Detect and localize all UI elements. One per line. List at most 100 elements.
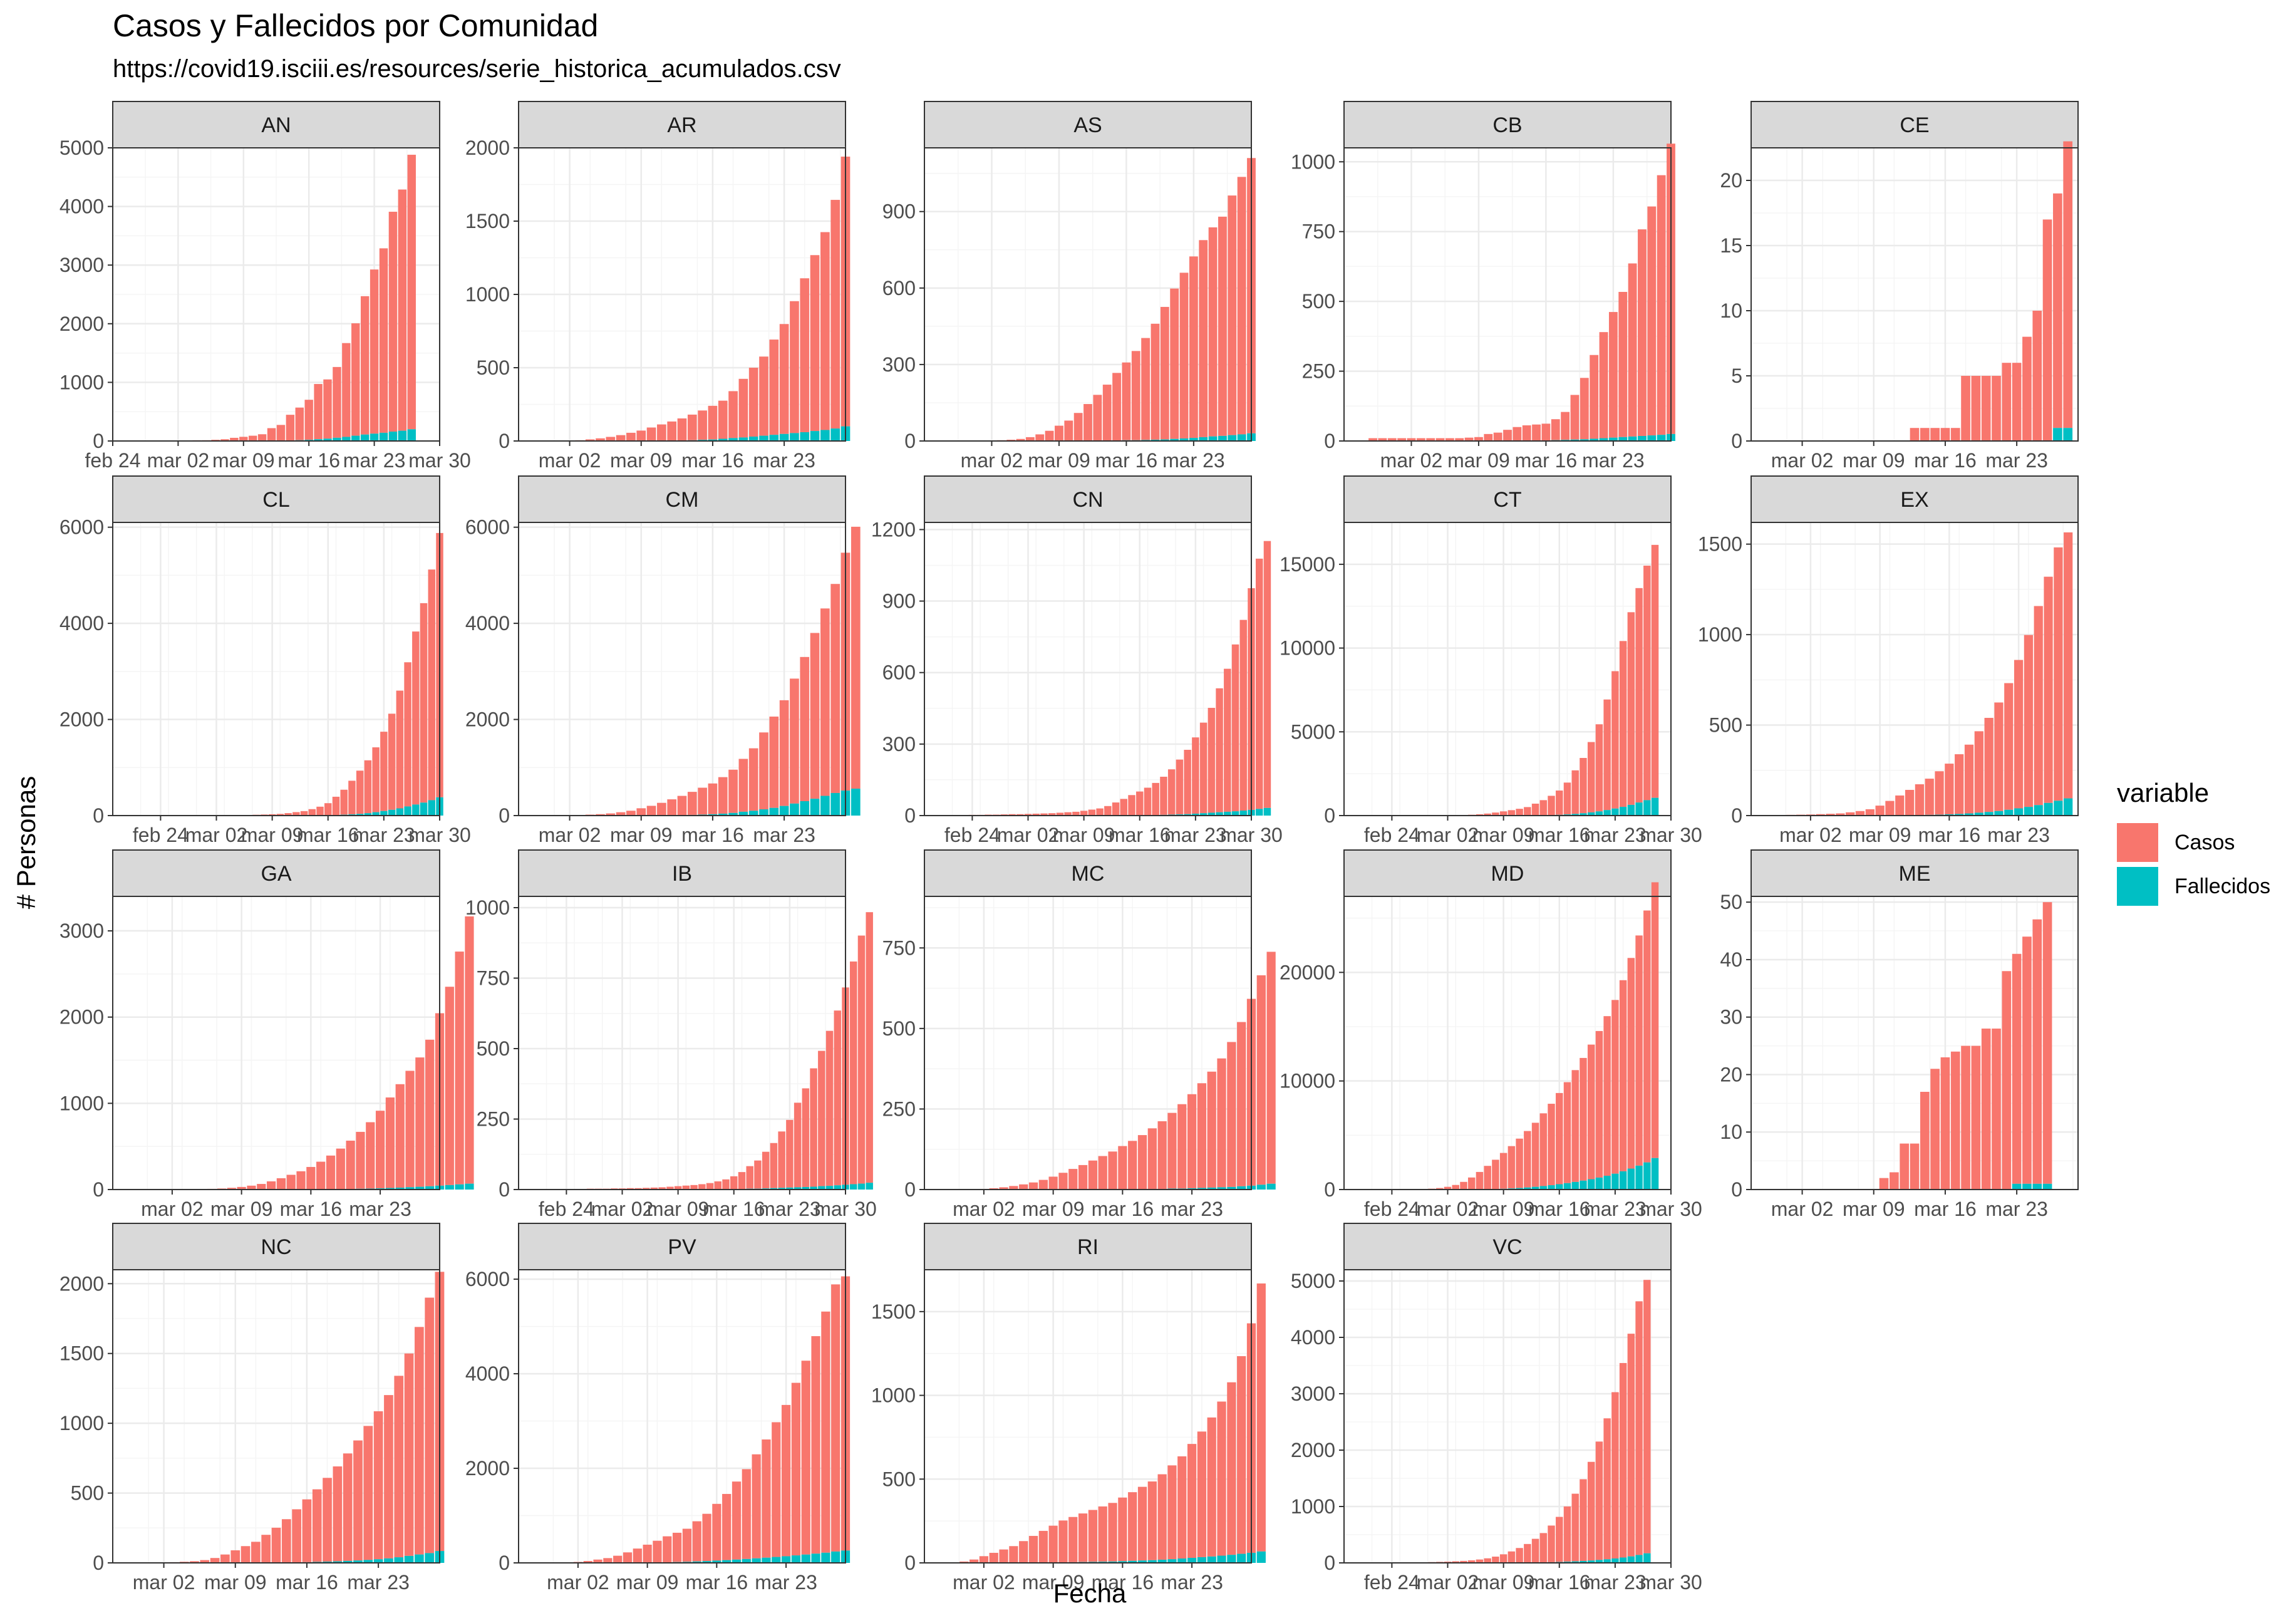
bar-casos [1638, 229, 1647, 436]
bar-casos [1144, 787, 1152, 816]
y-tick-label: 500 [1302, 290, 1335, 313]
bar-casos [2024, 635, 2034, 807]
panel-border [112, 147, 440, 442]
x-tick-label: mar 30 [1640, 1198, 1702, 1220]
bar-casos [1930, 1069, 1940, 1190]
bar-casos [420, 603, 428, 803]
bar-fallecidos [1177, 1558, 1187, 1563]
bar-casos [672, 1532, 682, 1562]
bar-casos [851, 526, 861, 789]
y-tick-label: 3000 [59, 254, 104, 276]
bar-casos [1484, 433, 1493, 441]
bar-fallecidos [1611, 1558, 1619, 1563]
x-tick-label: mar 02 [1417, 1571, 1479, 1594]
bar-casos [1407, 438, 1416, 441]
bar-casos [276, 425, 286, 441]
x-tick-label: mar 09 [1843, 449, 1905, 472]
y-tick-label: 0 [1324, 1552, 1335, 1574]
bar-fallecidos [1599, 438, 1608, 441]
bar-casos [1048, 813, 1056, 816]
y-tick-label: 2000 [59, 1272, 104, 1295]
bar-casos [1974, 731, 1983, 813]
bar-casos [646, 427, 656, 441]
bar-casos [286, 415, 295, 441]
bar-fallecidos [1189, 438, 1198, 441]
facet-strip [924, 1223, 1252, 1270]
bar-casos [759, 356, 768, 436]
bar-casos [825, 1030, 834, 1186]
bar-fallecidos [2044, 802, 2053, 816]
bar-casos [396, 690, 404, 809]
x-tick-label: mar 16 [1528, 824, 1591, 846]
bar-casos [742, 1469, 751, 1559]
bar-casos [1910, 428, 1920, 441]
y-tick-label: 20000 [1280, 961, 1335, 983]
bar-casos [373, 1411, 383, 1560]
bar-casos [769, 716, 779, 808]
y-tick-label: 600 [882, 277, 916, 299]
bar-casos [1035, 434, 1045, 441]
x-tick-label: mar 16 [686, 1571, 748, 1594]
bar-casos [343, 1453, 353, 1561]
y-tick-label: 4000 [465, 612, 510, 635]
facet-strip [1750, 849, 2079, 897]
bar-fallecidos [2063, 428, 2073, 441]
bar-fallecidos [748, 436, 758, 441]
bar-fallecidos [818, 1186, 825, 1190]
bar-casos [2014, 660, 2024, 809]
bar-casos [1009, 1186, 1018, 1190]
bar-fallecidos [1207, 1556, 1216, 1563]
x-tick-label: mar 16 [1109, 824, 1171, 846]
bar-casos [1925, 779, 1934, 815]
bar-casos [1541, 423, 1551, 441]
bar-casos [1040, 813, 1048, 816]
bar-casos [1587, 1461, 1595, 1561]
bar-fallecidos [1160, 439, 1169, 441]
bar-fallecidos [372, 812, 380, 816]
bar-casos [1643, 910, 1651, 1163]
bar-casos [718, 777, 728, 814]
bar-casos [818, 1050, 825, 1186]
bar-casos [626, 432, 636, 441]
bar-casos [1513, 427, 1522, 441]
y-tick-label: 10000 [1280, 1070, 1335, 1092]
bar-casos [1078, 1164, 1088, 1190]
bar-fallecidos [866, 1183, 873, 1190]
facet-strip-label: ME [1899, 862, 1931, 886]
bar-casos [1452, 1185, 1459, 1190]
bar-casos [1603, 1418, 1611, 1560]
y-tick-label: 1000 [59, 371, 104, 393]
bar-fallecidos [415, 1186, 425, 1190]
bar-casos [348, 780, 356, 815]
bar-casos [1176, 759, 1184, 815]
bar-fallecidos [2054, 801, 2063, 816]
bar-fallecidos [748, 811, 758, 816]
bar-casos [1024, 814, 1032, 816]
y-tick-label: 0 [904, 1552, 916, 1574]
bar-fallecidos [1231, 811, 1239, 816]
bar-fallecidos [1571, 814, 1579, 816]
bar-fallecidos [1580, 439, 1589, 441]
bar-fallecidos [1137, 1560, 1147, 1563]
bar-fallecidos [323, 438, 332, 441]
facet-strip-label: MC [1072, 862, 1105, 886]
bar-casos [1627, 958, 1635, 1169]
bar-fallecidos [1635, 1165, 1643, 1190]
y-tick-label: 500 [71, 1482, 104, 1505]
bar-casos [1599, 332, 1608, 438]
bar-fallecidos [1643, 1162, 1651, 1190]
bar-casos [394, 1376, 404, 1558]
facet-strip-label: VC [1492, 1235, 1522, 1259]
x-tick-label: mar 16 [681, 824, 744, 846]
x-tick-label: mar 09 [610, 449, 673, 472]
bar-casos [332, 796, 340, 816]
bar-casos [1647, 206, 1657, 436]
bar-casos [1151, 323, 1160, 440]
bar-casos [603, 1558, 613, 1563]
bar-casos [314, 384, 323, 440]
bar-fallecidos [1170, 438, 1179, 441]
bar-fallecidos [1608, 437, 1618, 441]
